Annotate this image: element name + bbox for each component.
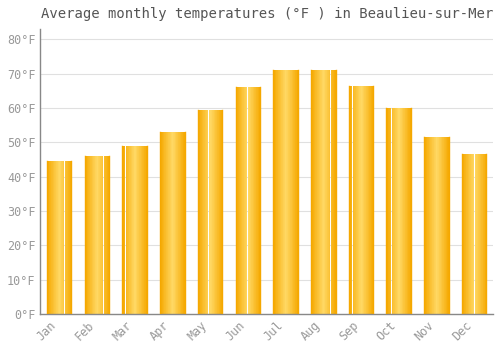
- Title: Average monthly temperatures (°F ) in Beaulieu-sur-Mer: Average monthly temperatures (°F ) in Be…: [40, 7, 493, 21]
